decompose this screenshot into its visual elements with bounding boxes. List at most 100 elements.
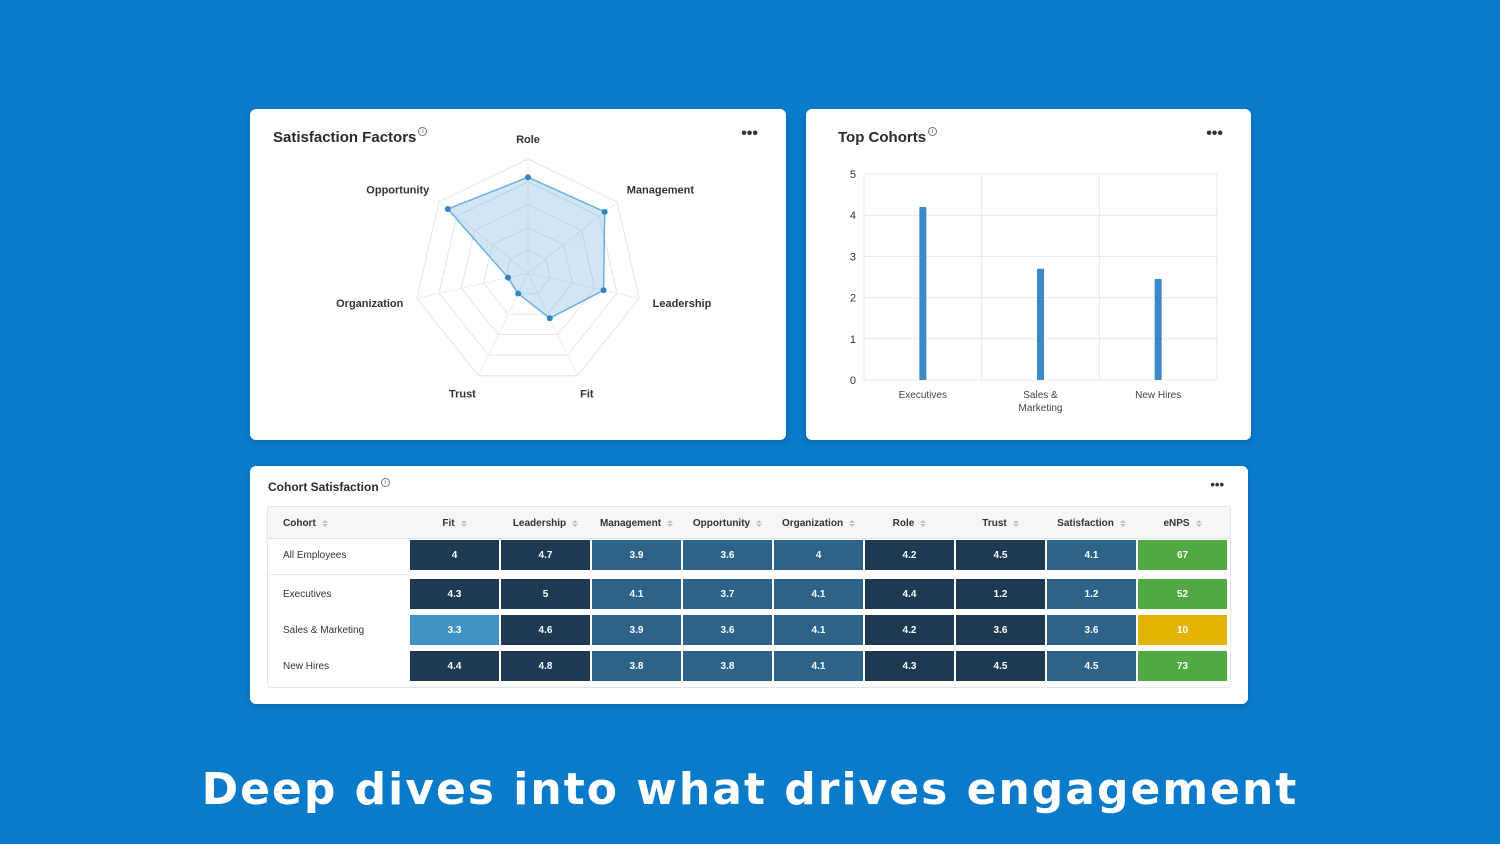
table-cell[interactable]: 3.8 [592, 651, 681, 681]
sort-icon[interactable] [1012, 519, 1019, 527]
radar-spoke [478, 272, 529, 376]
column-header-satisfaction[interactable]: Satisfaction [1047, 507, 1136, 539]
sort-icon[interactable] [920, 519, 927, 527]
column-header-label: Satisfaction [1057, 517, 1114, 529]
column-header-enps[interactable]: eNPS [1138, 507, 1227, 539]
table-cell[interactable]: 4.1 [592, 579, 681, 609]
x-tick-label: Sales & [1023, 390, 1058, 401]
table-cell[interactable]: 4.5 [1047, 651, 1136, 681]
radar-spoke [527, 201, 618, 274]
info-icon[interactable]: i [380, 478, 390, 487]
table-cell[interactable]: 4.2 [865, 540, 954, 570]
table-cell[interactable]: 4 [774, 540, 863, 570]
sort-icon[interactable] [460, 519, 467, 527]
top-cohorts-title: Top Cohorts i [838, 127, 938, 146]
sort-icon[interactable] [321, 519, 328, 527]
table-cell[interactable]: 3.9 [592, 615, 681, 645]
table-cell[interactable]: 4.4 [865, 579, 954, 609]
column-header-leadership[interactable]: Leadership [501, 507, 590, 539]
info-icon[interactable]: i [418, 127, 428, 136]
radar-axis-label: Opportunity [366, 184, 430, 196]
column-header-trust[interactable]: Trust [956, 507, 1045, 539]
sort-icon[interactable] [849, 519, 856, 527]
sort-icon[interactable] [572, 519, 579, 527]
row-label: New Hires [283, 660, 330, 672]
table-cell[interactable]: 1.2 [1047, 579, 1136, 609]
table-cell[interactable]: 4.1 [774, 651, 863, 681]
table-cell[interactable]: 4.6 [501, 615, 590, 645]
table-cell[interactable]: 3.6 [956, 615, 1045, 645]
radar-point[interactable] [600, 287, 607, 294]
column-header-label: Fit [442, 517, 455, 529]
top-cohorts-card: Top Cohorts i ••• 0 1 2 3 4 5 Executives Sales … [806, 109, 1251, 440]
table-cell[interactable]: 4.1 [774, 579, 863, 609]
satisfaction-factors-card: Satisfaction Factors i ••• Role Managemen… [250, 109, 786, 440]
table-cell[interactable]: 4 [410, 540, 499, 570]
table-cell[interactable]: 4.3 [865, 651, 954, 681]
sort-icon[interactable] [1119, 519, 1126, 527]
row-label: All Employees [283, 549, 347, 561]
table-cell[interactable]: 4.7 [501, 540, 590, 570]
column-header-label: Role [892, 517, 915, 529]
radar-series-area [446, 176, 606, 320]
radar-point[interactable] [515, 290, 522, 297]
radar-grid-ring [416, 158, 640, 377]
column-header-management[interactable]: Management [592, 507, 681, 539]
column-header-cohort[interactable]: Cohort [268, 507, 410, 539]
table-cell[interactable]: 3.6 [683, 615, 772, 645]
radar-spoke [527, 272, 640, 299]
sort-icon[interactable] [1195, 519, 1202, 527]
sort-icon[interactable] [667, 519, 674, 527]
table-cell[interactable]: 73 [1138, 651, 1227, 681]
y-tick-label: 0 [850, 375, 856, 387]
table-cell[interactable]: 4.1 [774, 615, 863, 645]
table-cell[interactable]: 3.9 [592, 540, 681, 570]
table-cell[interactable]: 3.7 [683, 579, 772, 609]
table-cell[interactable]: 4.1 [1047, 540, 1136, 570]
bar[interactable] [1037, 268, 1044, 380]
bar[interactable] [1154, 279, 1162, 380]
table-header: Cohort Fit Leadership Management Opportunity… [268, 507, 1230, 539]
column-header-fit[interactable]: Fit [410, 507, 499, 539]
table-cell[interactable]: 4.3 [410, 579, 499, 609]
radar-point[interactable] [504, 274, 511, 281]
radar-axis-label: Trust [449, 389, 476, 401]
column-header-label: Organization [781, 517, 844, 529]
table-cell[interactable]: 5 [501, 579, 590, 609]
y-tick-label: 2 [850, 293, 856, 305]
radar-point[interactable] [546, 315, 553, 322]
more-options-button[interactable]: ••• [1206, 125, 1223, 142]
radar-point[interactable] [444, 206, 451, 213]
y-tick-label: 5 [850, 169, 856, 181]
info-icon[interactable]: i [928, 127, 938, 136]
y-tick-label: 4 [850, 210, 856, 222]
table-cell[interactable]: 4.5 [956, 651, 1045, 681]
table-cell[interactable]: 3.8 [683, 651, 772, 681]
radar-point[interactable] [601, 208, 608, 215]
column-header-organization[interactable]: Organization [774, 507, 863, 539]
table-cell[interactable]: 4.4 [410, 651, 499, 681]
y-tick-label: 1 [850, 334, 856, 346]
more-options-button[interactable]: ••• [741, 125, 758, 142]
table-cell[interactable]: 3.6 [683, 540, 772, 570]
radar-axis-label: Fit [580, 389, 594, 401]
bar[interactable] [919, 206, 927, 380]
table-cell[interactable]: 10 [1138, 615, 1227, 645]
satisfaction-factors-title: Satisfaction Factors i [273, 127, 428, 146]
table-cell[interactable]: 4.8 [501, 651, 590, 681]
table-cell[interactable]: 67 [1138, 540, 1227, 570]
radar-point[interactable] [525, 174, 531, 181]
table-cell[interactable]: 52 [1138, 579, 1227, 609]
table-cell[interactable]: 3.6 [1047, 615, 1136, 645]
column-header-role[interactable]: Role [865, 507, 954, 539]
row-label: Sales & Marketing [283, 624, 365, 636]
table-cell[interactable]: 1.2 [956, 579, 1045, 609]
table-cell[interactable]: 4.2 [865, 615, 954, 645]
table-cell[interactable]: 3.3 [410, 615, 499, 645]
cohort-satisfaction-card: Cohort Satisfaction i ••• Cohort Fit Leade… [250, 466, 1248, 704]
more-options-button[interactable]: ••• [1210, 477, 1224, 492]
sort-icon[interactable] [756, 519, 763, 527]
radar-axis-label: Organization [336, 298, 404, 310]
table-cell[interactable]: 4.5 [956, 540, 1045, 570]
column-header-opportunity[interactable]: Opportunity [683, 507, 772, 539]
